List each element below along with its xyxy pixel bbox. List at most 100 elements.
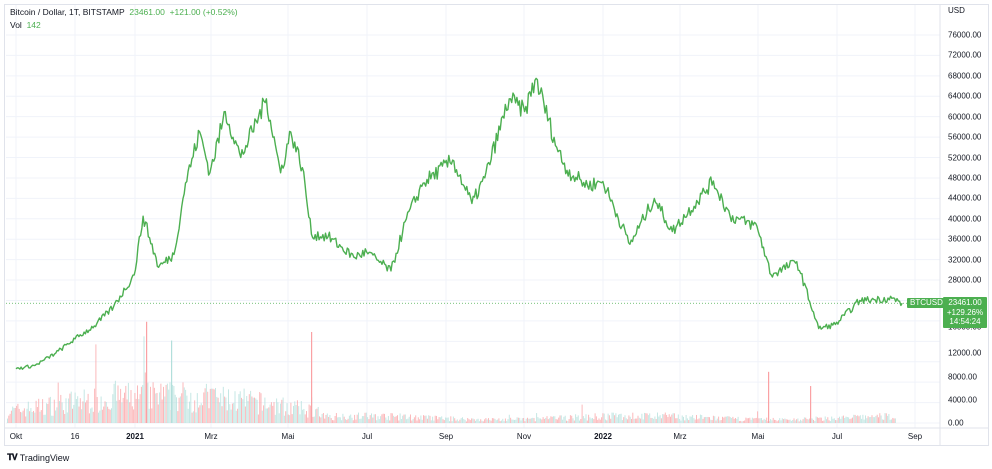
volume-bar [673,413,675,423]
volume-bar [33,410,34,423]
volume-bar [634,418,636,423]
volume-bar [317,406,319,423]
volume-bar [853,414,855,423]
volume-bar [315,409,317,423]
volume-bar [365,412,367,423]
volume-bar [212,388,214,423]
volume-bar [571,415,573,423]
volume-bar [421,419,423,423]
volume-bar [234,391,236,423]
volume-bar [330,418,332,423]
volume-bar [79,398,81,423]
volume-bar [593,419,595,423]
volume-bar [397,415,398,423]
volume-bar [716,418,718,423]
volume-bar [802,419,804,423]
volume-bar [840,418,842,423]
tradingview-logo[interactable]: 𝐓𝐕 TradingView [7,452,69,463]
volume-bar [803,417,805,423]
volume-bar [319,416,320,423]
volume-bar [129,402,131,423]
volume-bar [746,418,748,423]
volume-bar [134,392,136,423]
volume-bar [521,418,523,423]
volume-bar [429,415,431,423]
volume-bar [598,418,600,423]
volume-bar [130,390,132,423]
volume-bar [208,408,210,423]
time-axis-label: 2021 [126,432,144,441]
volume-bar [891,419,892,423]
volume-bar [269,404,271,423]
volume-bar [113,383,115,423]
volume-bar [73,404,75,423]
volume-bar [137,385,138,423]
volume-bar [9,413,11,423]
volume-bar [748,418,749,423]
symbol-title[interactable]: Bitcoin / Dollar, 1T, BITSTAMP [10,7,125,17]
volume-bar [632,412,634,423]
volume-bar [406,419,408,423]
volume-bar [430,420,432,423]
volume-bar [265,408,267,423]
volume-bar [889,419,891,423]
volume-bar [442,419,444,423]
volume-bar [181,393,183,423]
volume-bar [114,380,116,423]
volume-bar [268,407,270,423]
volume-bar [98,412,99,423]
volume-bar [597,419,599,423]
volume-bar [493,418,495,423]
volume-bar [703,417,705,423]
time-axis-label: Sep [907,432,923,441]
volume-bar [572,418,574,423]
volume-bar [761,418,762,423]
volume-bar [693,418,695,423]
volume-bar [10,410,12,423]
volume-bar [563,416,565,423]
volume-bar [171,340,173,423]
volume-bar [867,416,869,423]
volume-bar [712,415,714,423]
volume-bar [592,418,593,423]
volume-bar [705,416,707,423]
currency-label[interactable]: USD [948,6,965,15]
volume-bar [469,420,471,423]
volume-bar [809,418,811,423]
volume-bar [742,420,744,423]
volume-bar [488,418,489,423]
volume-bar [651,417,653,423]
volume-bar [467,418,469,423]
volume-bar [187,408,189,423]
volume-bar [218,402,220,423]
volume-bar [824,416,826,423]
price-axis-label: 76000.00 [948,30,982,40]
price-line[interactable] [15,77,903,370]
volume-bar [190,392,192,423]
volume-bar [498,418,500,423]
volume-bar [338,417,340,423]
volume-bar [165,384,167,423]
volume-bar [261,410,263,423]
volume-bar [885,413,887,423]
volume-bar [436,415,437,423]
volume-bar [374,414,376,423]
volume-bar [244,406,246,423]
volume-bar [489,419,491,423]
volume-bar [309,405,311,423]
volume-bar [241,397,242,423]
volume-bar [369,415,371,423]
volume-bar [355,419,357,423]
volume-bar [527,417,528,423]
volume-bar [697,419,699,423]
volume-bar [207,391,209,423]
volume-bar [660,418,662,423]
volume-label[interactable]: Vol [10,20,22,30]
volume-bar [411,420,413,423]
volume-bar [189,401,190,423]
volume-bar [215,387,216,423]
volume-bar [768,421,770,423]
volume-bar [30,408,32,423]
volume-bar [202,405,203,423]
